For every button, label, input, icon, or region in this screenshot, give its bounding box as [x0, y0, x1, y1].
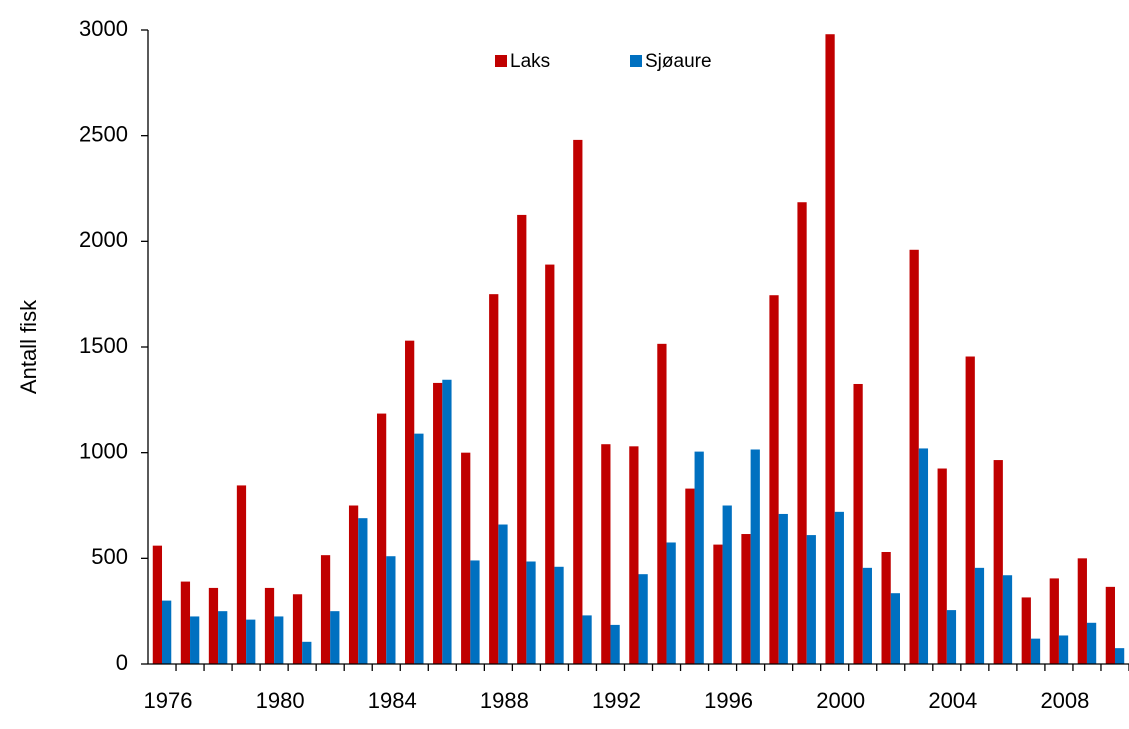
- x-tick-label: 2000: [816, 688, 865, 713]
- bar: [517, 214, 527, 664]
- bar: [806, 535, 816, 664]
- bar: [302, 641, 312, 664]
- bar: [722, 505, 732, 664]
- bar: [442, 379, 452, 664]
- bar: [348, 505, 359, 664]
- bar: [190, 616, 200, 664]
- bar: [769, 295, 779, 664]
- bar: [629, 446, 639, 664]
- bar: [918, 448, 929, 664]
- bar: [713, 544, 723, 664]
- bar: [433, 382, 443, 664]
- bar: [685, 488, 695, 664]
- bar: [526, 561, 536, 664]
- bar: [853, 383, 863, 664]
- y-axis-label: Antall fisk: [16, 299, 41, 394]
- bar: [152, 545, 163, 664]
- bar: [974, 567, 985, 664]
- bar: [461, 452, 471, 664]
- bar: [657, 343, 667, 664]
- y-tick-label: 500: [91, 544, 128, 569]
- y-tick-label: 2500: [79, 121, 128, 146]
- bar: [825, 34, 835, 664]
- bar: [1030, 638, 1041, 664]
- bar: [909, 249, 919, 664]
- x-tick-label: 2008: [1040, 688, 1089, 713]
- bar: [750, 449, 760, 664]
- bar: [264, 587, 275, 664]
- bar: [330, 611, 340, 664]
- bar: [1058, 635, 1069, 664]
- bar: [638, 574, 648, 664]
- bar: [405, 340, 415, 664]
- bar: [1049, 578, 1059, 664]
- bar: [1002, 575, 1013, 664]
- bar: [610, 624, 620, 664]
- bar: [498, 524, 508, 664]
- bar: [694, 451, 704, 664]
- bar: [946, 610, 957, 664]
- bar: [320, 555, 331, 664]
- bar: [601, 444, 611, 664]
- bar: [274, 616, 284, 664]
- bar: [1086, 622, 1097, 664]
- y-tick-label: 0: [116, 650, 128, 675]
- bar: [246, 619, 256, 664]
- bar: [489, 294, 499, 664]
- x-tick-label: 1988: [480, 688, 529, 713]
- bar: [376, 413, 387, 664]
- bar: [236, 485, 247, 664]
- x-tick-label: 1996: [704, 688, 753, 713]
- bar: [292, 594, 303, 664]
- bar: [834, 511, 844, 664]
- legend-swatch: [495, 55, 507, 67]
- y-tick-label: 1500: [79, 333, 128, 358]
- bar: [741, 534, 751, 664]
- y-tick-label: 3000: [79, 16, 128, 41]
- bar: [1114, 648, 1125, 664]
- legend-swatch: [630, 55, 642, 67]
- x-tick-label: 1976: [144, 688, 193, 713]
- bar: [890, 593, 901, 664]
- bar: [414, 433, 424, 664]
- bar: [881, 551, 891, 664]
- bar: [582, 615, 592, 664]
- bar: [778, 513, 788, 664]
- bar: [797, 202, 807, 664]
- x-tick-label: 2004: [928, 688, 977, 713]
- bar: [554, 566, 564, 664]
- bar: [218, 611, 228, 664]
- bar: [1105, 586, 1115, 664]
- bar: [993, 460, 1003, 664]
- legend-label: Sjøaure: [645, 51, 712, 72]
- bar: [965, 356, 975, 664]
- bar: [358, 518, 368, 664]
- bar: [862, 567, 872, 664]
- bar: [937, 468, 947, 664]
- legend-label: Laks: [510, 51, 550, 72]
- bar: [1077, 558, 1087, 664]
- bar: [208, 587, 219, 664]
- bar: [470, 560, 480, 664]
- bar: [162, 600, 172, 664]
- bar: [386, 556, 396, 664]
- x-tick-label: 1980: [256, 688, 305, 713]
- bar: [666, 542, 676, 664]
- x-tick-label: 1984: [368, 688, 417, 713]
- y-tick-label: 2000: [79, 227, 128, 252]
- bar: [1021, 597, 1031, 664]
- bar: [573, 139, 583, 665]
- bar: [180, 581, 191, 664]
- bar: [545, 264, 555, 664]
- x-tick-label: 1992: [592, 688, 641, 713]
- y-tick-label: 1000: [79, 438, 128, 463]
